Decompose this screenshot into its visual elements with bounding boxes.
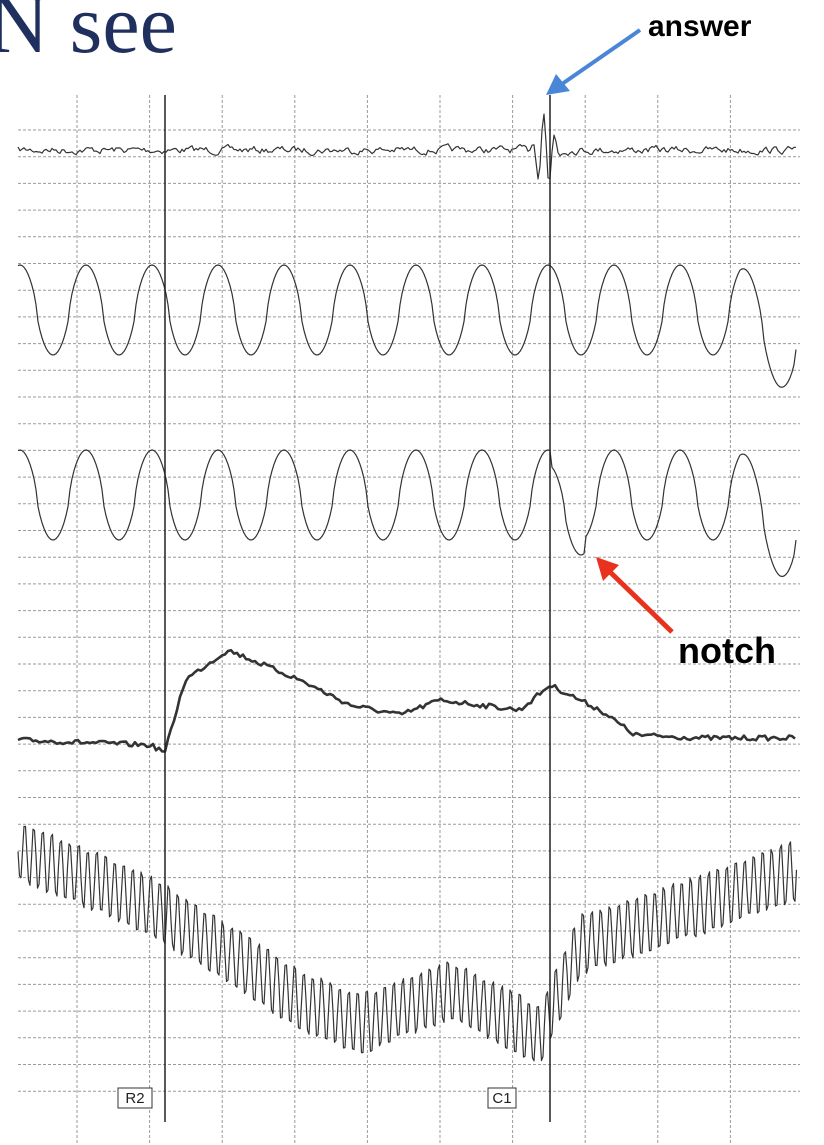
trace xyxy=(17,449,797,578)
trace xyxy=(17,825,798,1062)
arrow-shaft xyxy=(560,28,642,86)
arrow-shaft xyxy=(606,568,674,634)
arrow-head xyxy=(596,557,619,581)
marker-label: C1 xyxy=(492,1090,511,1107)
grid xyxy=(18,95,800,1145)
annotation: answer xyxy=(648,10,752,43)
answer-arrow xyxy=(546,28,642,95)
marker-box xyxy=(487,1087,517,1109)
slide-title: N see xyxy=(0,0,177,71)
trace xyxy=(17,264,797,388)
arrow-head xyxy=(546,74,570,95)
annotation: notch xyxy=(678,630,776,671)
notch-arrow xyxy=(596,557,674,634)
marker-box xyxy=(117,1087,153,1109)
trace xyxy=(17,648,796,753)
marker-label: R2 xyxy=(125,1090,144,1107)
trace xyxy=(17,113,796,180)
traces xyxy=(17,113,798,1062)
